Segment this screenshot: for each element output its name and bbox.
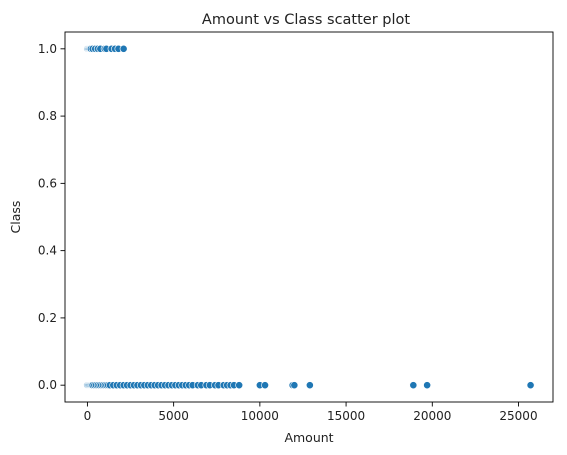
y-tick-label: 1.0 bbox=[38, 42, 57, 56]
data-point bbox=[409, 381, 418, 390]
x-tick-label: 25000 bbox=[499, 409, 537, 423]
y-tick-label: 0.6 bbox=[38, 176, 57, 190]
y-tick-label: 0.4 bbox=[38, 244, 57, 258]
data-point bbox=[423, 381, 432, 390]
y-axis-ticks: 0.0 0.2 0.4 0.6 0.8 1.0 bbox=[38, 42, 65, 392]
data-point bbox=[261, 381, 269, 390]
chart-title: Amount vs Class scatter plot bbox=[202, 12, 410, 28]
x-axis-label: Amount bbox=[284, 430, 333, 445]
data-points bbox=[83, 44, 535, 390]
x-tick-label: 0 bbox=[84, 409, 92, 423]
data-point bbox=[235, 381, 244, 390]
x-tick-label: 15000 bbox=[327, 409, 365, 423]
x-tick-label: 10000 bbox=[241, 409, 279, 423]
y-axis-label: Class bbox=[8, 201, 23, 234]
y-tick-label: 0.2 bbox=[38, 311, 57, 325]
y-tick-label: 0.0 bbox=[38, 378, 57, 392]
data-point bbox=[526, 381, 535, 390]
y-tick-label: 0.8 bbox=[38, 109, 57, 123]
data-point bbox=[290, 381, 299, 390]
x-tick-label: 5000 bbox=[158, 409, 189, 423]
data-point bbox=[119, 44, 128, 53]
data-point bbox=[305, 381, 314, 390]
plot-area bbox=[65, 32, 553, 402]
x-axis-ticks: 0 5000 10000 15000 20000 25000 bbox=[84, 402, 538, 423]
x-tick-label: 20000 bbox=[413, 409, 451, 423]
plot-frame bbox=[64, 31, 554, 403]
